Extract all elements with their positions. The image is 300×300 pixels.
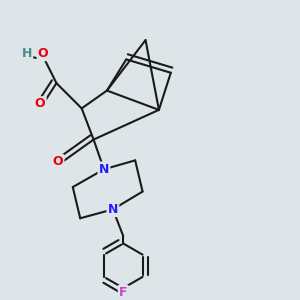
Text: N: N bbox=[99, 163, 109, 176]
Text: H: H bbox=[22, 47, 32, 60]
Text: O: O bbox=[52, 155, 63, 168]
Text: O: O bbox=[35, 98, 45, 110]
Text: O: O bbox=[38, 47, 48, 60]
Text: F: F bbox=[119, 286, 128, 299]
Text: N: N bbox=[108, 203, 118, 216]
